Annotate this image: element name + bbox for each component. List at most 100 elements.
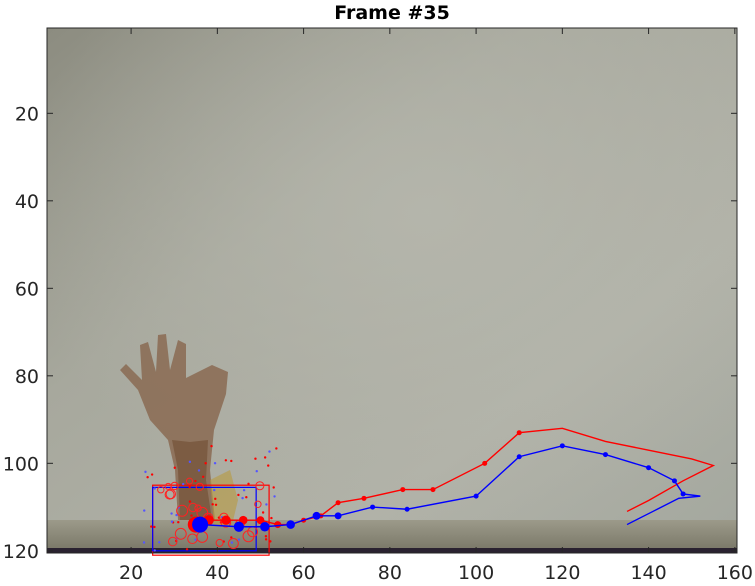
- noise-point: [204, 462, 207, 465]
- feature-ring: [185, 477, 194, 485]
- noise-point: [247, 482, 250, 486]
- noise-point: [230, 459, 233, 463]
- noise-point: [194, 479, 197, 483]
- noise-point: [230, 536, 233, 539]
- noise-point: [143, 509, 146, 512]
- noise-point: [245, 495, 248, 499]
- feature-ring: [215, 538, 224, 547]
- noise-point: [197, 469, 201, 472]
- noise-point: [177, 521, 180, 524]
- noise-point: [188, 500, 192, 503]
- y-tick-label: 20: [15, 103, 39, 125]
- trajectory-point: [559, 443, 565, 449]
- noise-point: [237, 538, 241, 541]
- noise-point: [268, 450, 271, 453]
- noise-point: [213, 461, 217, 465]
- noise-point: [188, 485, 191, 489]
- y-tick-label: 100: [3, 453, 39, 475]
- feature-ring: [176, 504, 189, 517]
- noise-point: [213, 488, 216, 492]
- noise-point: [254, 457, 257, 460]
- noise-point: [153, 487, 156, 490]
- noise-point: [255, 470, 258, 473]
- floor-strip: [47, 520, 737, 553]
- trajectory-point: [274, 521, 282, 529]
- noise-point: [224, 459, 228, 462]
- x-tick-label: 40: [205, 562, 229, 584]
- y-tick-label: 60: [15, 278, 39, 300]
- hand-silhouette: [120, 334, 238, 525]
- noise-point: [264, 535, 268, 538]
- noise-point: [194, 538, 197, 541]
- trajectory-point: [221, 515, 231, 525]
- noise-point: [158, 541, 161, 544]
- feature-ring: [195, 482, 204, 491]
- y-tick-label: 80: [15, 366, 39, 388]
- noise-point: [153, 549, 156, 552]
- trajectory-point: [671, 478, 677, 484]
- x-tick-label: 140: [630, 562, 666, 584]
- image-frame: [47, 28, 737, 553]
- feature-ring: [167, 536, 178, 547]
- noise-point: [230, 541, 234, 544]
- noise-point: [173, 466, 176, 469]
- trajectory-point: [361, 495, 367, 501]
- noise-point: [237, 493, 240, 497]
- noise-point: [241, 496, 244, 500]
- trajectory-point: [286, 520, 295, 529]
- trajectory-point: [233, 521, 245, 532]
- noise-point: [272, 486, 275, 489]
- trajectory-point: [602, 452, 608, 458]
- feature-ring: [170, 481, 179, 491]
- trajectory-point: [335, 500, 341, 506]
- feature-ring: [164, 489, 175, 500]
- noise-point: [175, 513, 178, 517]
- noise-point: [201, 475, 205, 478]
- x-tick-label: 100: [458, 562, 494, 584]
- noise-point: [264, 538, 268, 541]
- trajectory-point: [334, 512, 342, 520]
- noise-point: [150, 525, 153, 528]
- feature-ring: [254, 500, 262, 508]
- plot-frame: [46, 27, 738, 554]
- trajectory-point: [516, 430, 522, 436]
- noise-point: [153, 525, 156, 529]
- x-tick-label: 80: [378, 562, 402, 584]
- trajectory-point: [192, 516, 209, 533]
- wall-highlight: [47, 28, 737, 553]
- noise-point: [242, 489, 246, 492]
- feature-ring: [194, 504, 202, 512]
- noise-point: [146, 475, 149, 479]
- noise-point: [190, 514, 193, 517]
- y-tick-label: 40: [15, 191, 39, 213]
- trajectory-point: [482, 460, 488, 466]
- feature-ring: [242, 530, 255, 543]
- trajectory-point: [646, 465, 652, 471]
- noise-point: [261, 511, 265, 514]
- series-layer: [187, 427, 716, 533]
- trajectory-point: [404, 506, 410, 512]
- x-tick-label: 160: [717, 562, 753, 584]
- feature-ring: [255, 481, 265, 491]
- y-axis: 20 40 60 80 100 120: [3, 103, 737, 563]
- noise-point: [273, 495, 276, 498]
- noise-point: [210, 444, 213, 448]
- feature-ring: [187, 533, 198, 545]
- noise-point: [211, 503, 214, 506]
- feature-ring: [227, 538, 239, 549]
- trajectory-point: [473, 493, 479, 499]
- noise-point: [188, 460, 192, 464]
- noise-point: [150, 473, 154, 476]
- noise-point: [142, 541, 146, 544]
- chart-title: Frame #35: [334, 2, 450, 24]
- noise-point: [144, 470, 147, 474]
- feature-ring: [157, 486, 165, 494]
- noise-point: [170, 512, 173, 515]
- x-tick-label: 60: [292, 562, 316, 584]
- noise-point: [265, 503, 268, 506]
- detection-box: [152, 486, 257, 552]
- trajectory-point: [260, 522, 270, 532]
- trajectory-point: [256, 516, 265, 525]
- y-tick-label: 120: [3, 541, 39, 563]
